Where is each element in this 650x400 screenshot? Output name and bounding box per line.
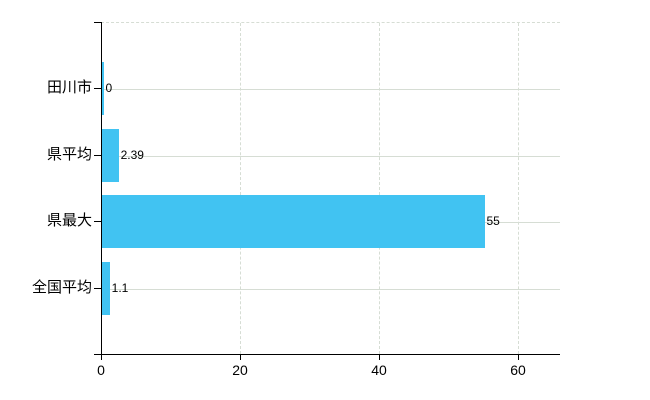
x-axis-tick [518,354,519,360]
x-tick-label: 60 [510,362,526,378]
y-axis-tick [94,288,101,289]
vertical-gridline [379,23,380,354]
category-label: 県平均 [46,146,92,163]
vertical-gridline [240,23,241,354]
y-axis-top-tick [94,22,101,23]
bar [102,262,110,315]
bar [102,195,485,248]
bar-value-label: 1.1 [111,281,129,295]
x-tick-label: 40 [371,362,387,378]
horizontal-gridline [101,289,560,290]
plot-area [101,22,560,354]
y-axis-tick [94,88,101,89]
horizontal-gridline [101,156,560,157]
y-axis-line [101,22,102,354]
y-axis-tick [94,221,101,222]
x-axis-tick [101,354,102,360]
x-axis-tick [379,354,380,360]
category-label: 田川市 [46,79,92,96]
category-label: 県最大 [46,212,92,229]
category-label: 全国平均 [31,279,92,296]
x-axis-line [94,354,560,355]
vertical-gridline [518,23,519,354]
bar-value-label: 55 [486,214,500,228]
y-axis-tick [94,155,101,156]
horizontal-gridline [101,89,560,90]
bar-value-label: 2.39 [120,148,144,162]
x-tick-label: 0 [97,362,105,378]
bar [102,129,119,182]
bar-value-label: 0 [105,81,113,95]
bar [102,62,104,115]
x-tick-label: 20 [232,362,248,378]
x-axis-tick [240,354,241,360]
